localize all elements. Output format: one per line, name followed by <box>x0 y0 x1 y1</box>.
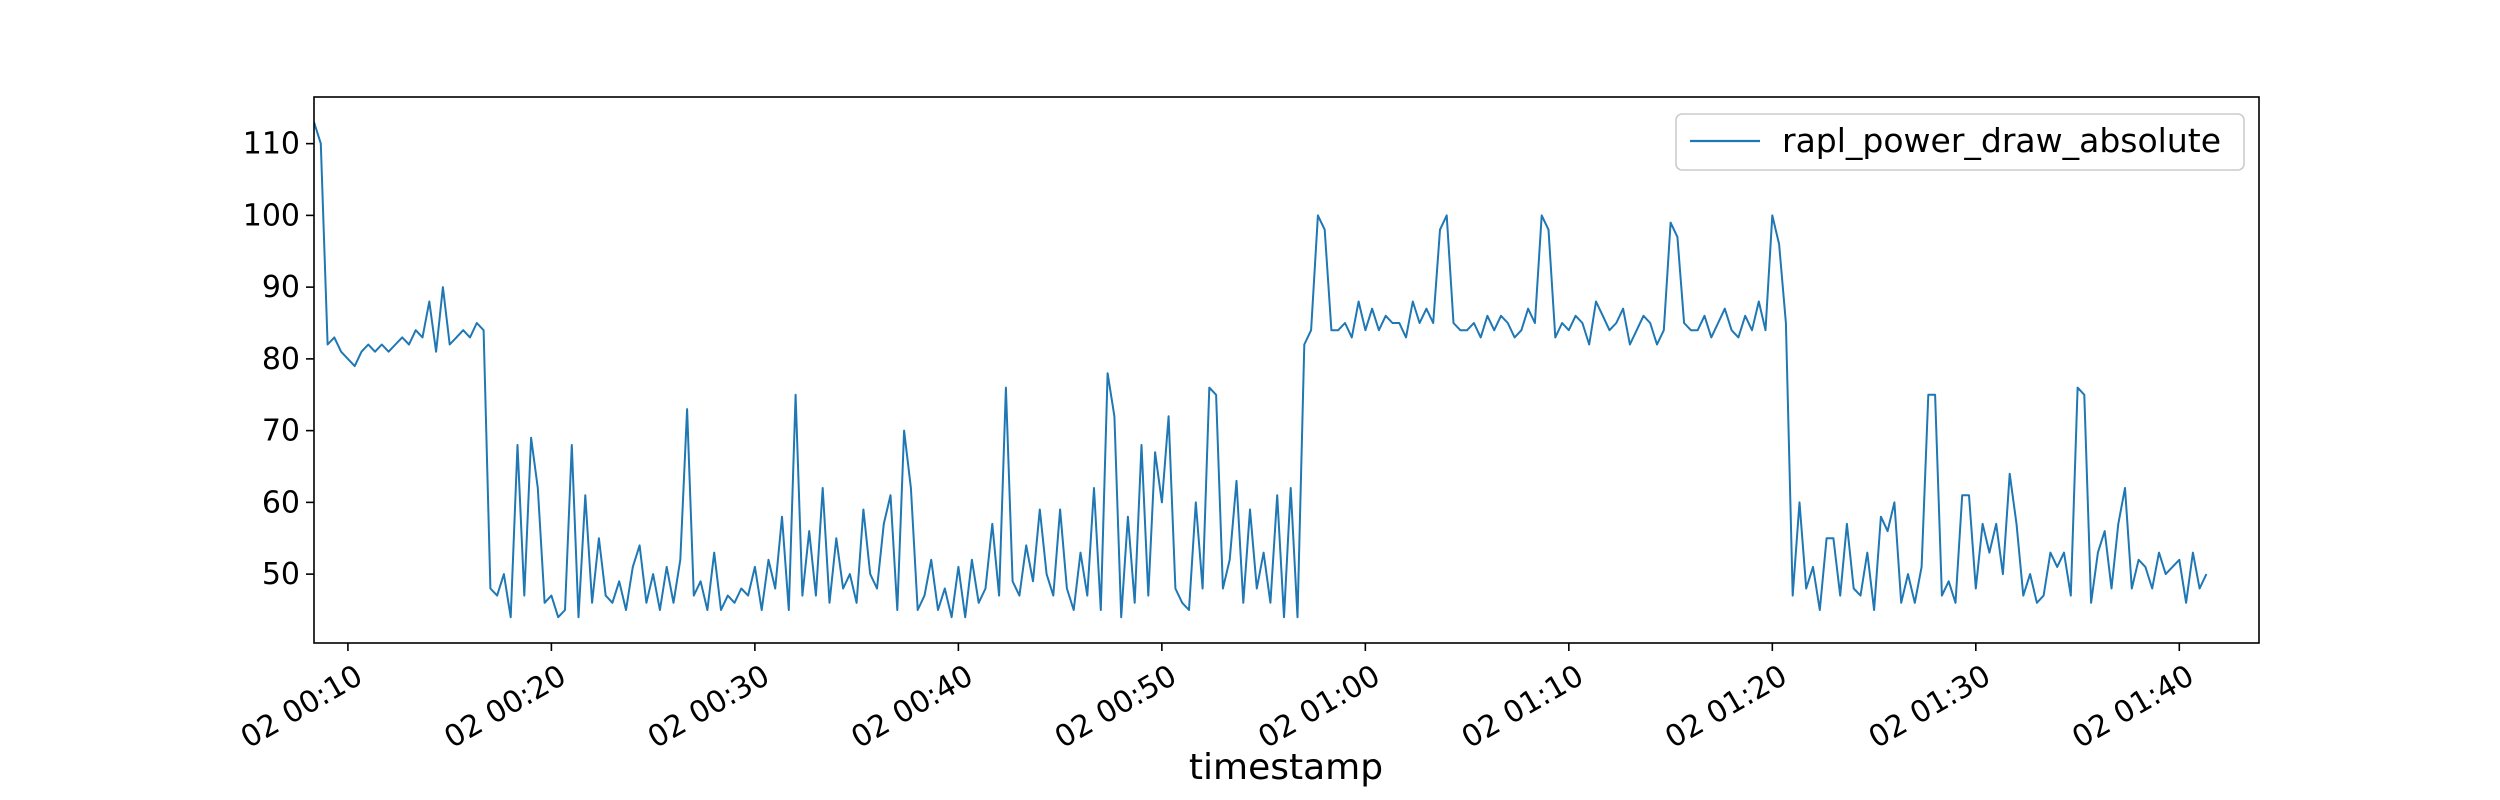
legend-box <box>1675 113 2245 171</box>
plot-frame <box>313 96 2260 644</box>
x-axis-title: timestamp <box>1189 747 1383 788</box>
y-tick-label: 60 <box>262 485 300 520</box>
y-tick-label: 90 <box>262 270 300 305</box>
series-line-0 <box>314 121 2208 619</box>
y-axis: 50 60 70 80 90 100 110 <box>243 127 314 592</box>
legend: rapl_power_draw_absolute <box>1675 113 2245 171</box>
legend-label: rapl_power_draw_absolute <box>1782 121 2221 160</box>
y-tick-label: 80 <box>262 342 300 377</box>
y-tick-label: 110 <box>243 127 300 162</box>
y-tick-label: 50 <box>262 557 300 592</box>
y-tick-label: 70 <box>262 414 300 449</box>
y-tick-label: 100 <box>243 198 300 233</box>
